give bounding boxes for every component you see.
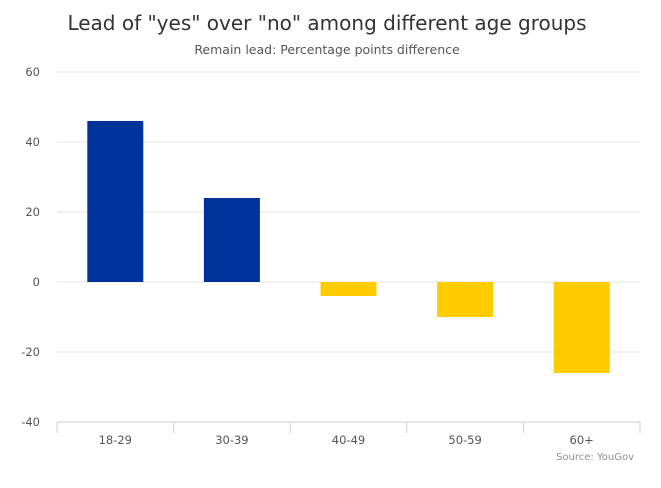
- gridlines: [57, 71, 640, 353]
- x-tick-label: 40-49: [332, 433, 365, 447]
- y-tick-label: -40: [21, 415, 40, 429]
- y-tick-label: 60: [25, 65, 40, 79]
- x-tick-label: 18-29: [99, 433, 132, 447]
- bar-18-29: [87, 121, 144, 282]
- x-tick-label: 50-59: [448, 433, 481, 447]
- y-tick-label: 0: [33, 275, 40, 289]
- x-axis: 18-29 30-39 40-49 50-59 60+: [56, 421, 641, 447]
- bar-60plus: [553, 282, 610, 373]
- chart-subtitle: Remain lead: Percentage points differenc…: [194, 42, 460, 57]
- y-tick-label: -20: [21, 345, 40, 359]
- y-tick-label: 20: [25, 205, 40, 219]
- y-tick-label: 40: [25, 135, 40, 149]
- bar-50-59: [437, 282, 494, 317]
- bar-30-39: [203, 198, 260, 282]
- bars: [87, 121, 610, 373]
- y-axis-ticks: 60 40 20 0 -20 -40: [21, 65, 40, 429]
- x-tick-label: 30-39: [215, 433, 248, 447]
- source-credit: Source: YouGov: [556, 452, 634, 463]
- chart-title: Lead of "yes" over "no" among different …: [67, 11, 586, 35]
- x-tick-label: 60+: [570, 433, 594, 447]
- bar-40-49: [320, 282, 377, 296]
